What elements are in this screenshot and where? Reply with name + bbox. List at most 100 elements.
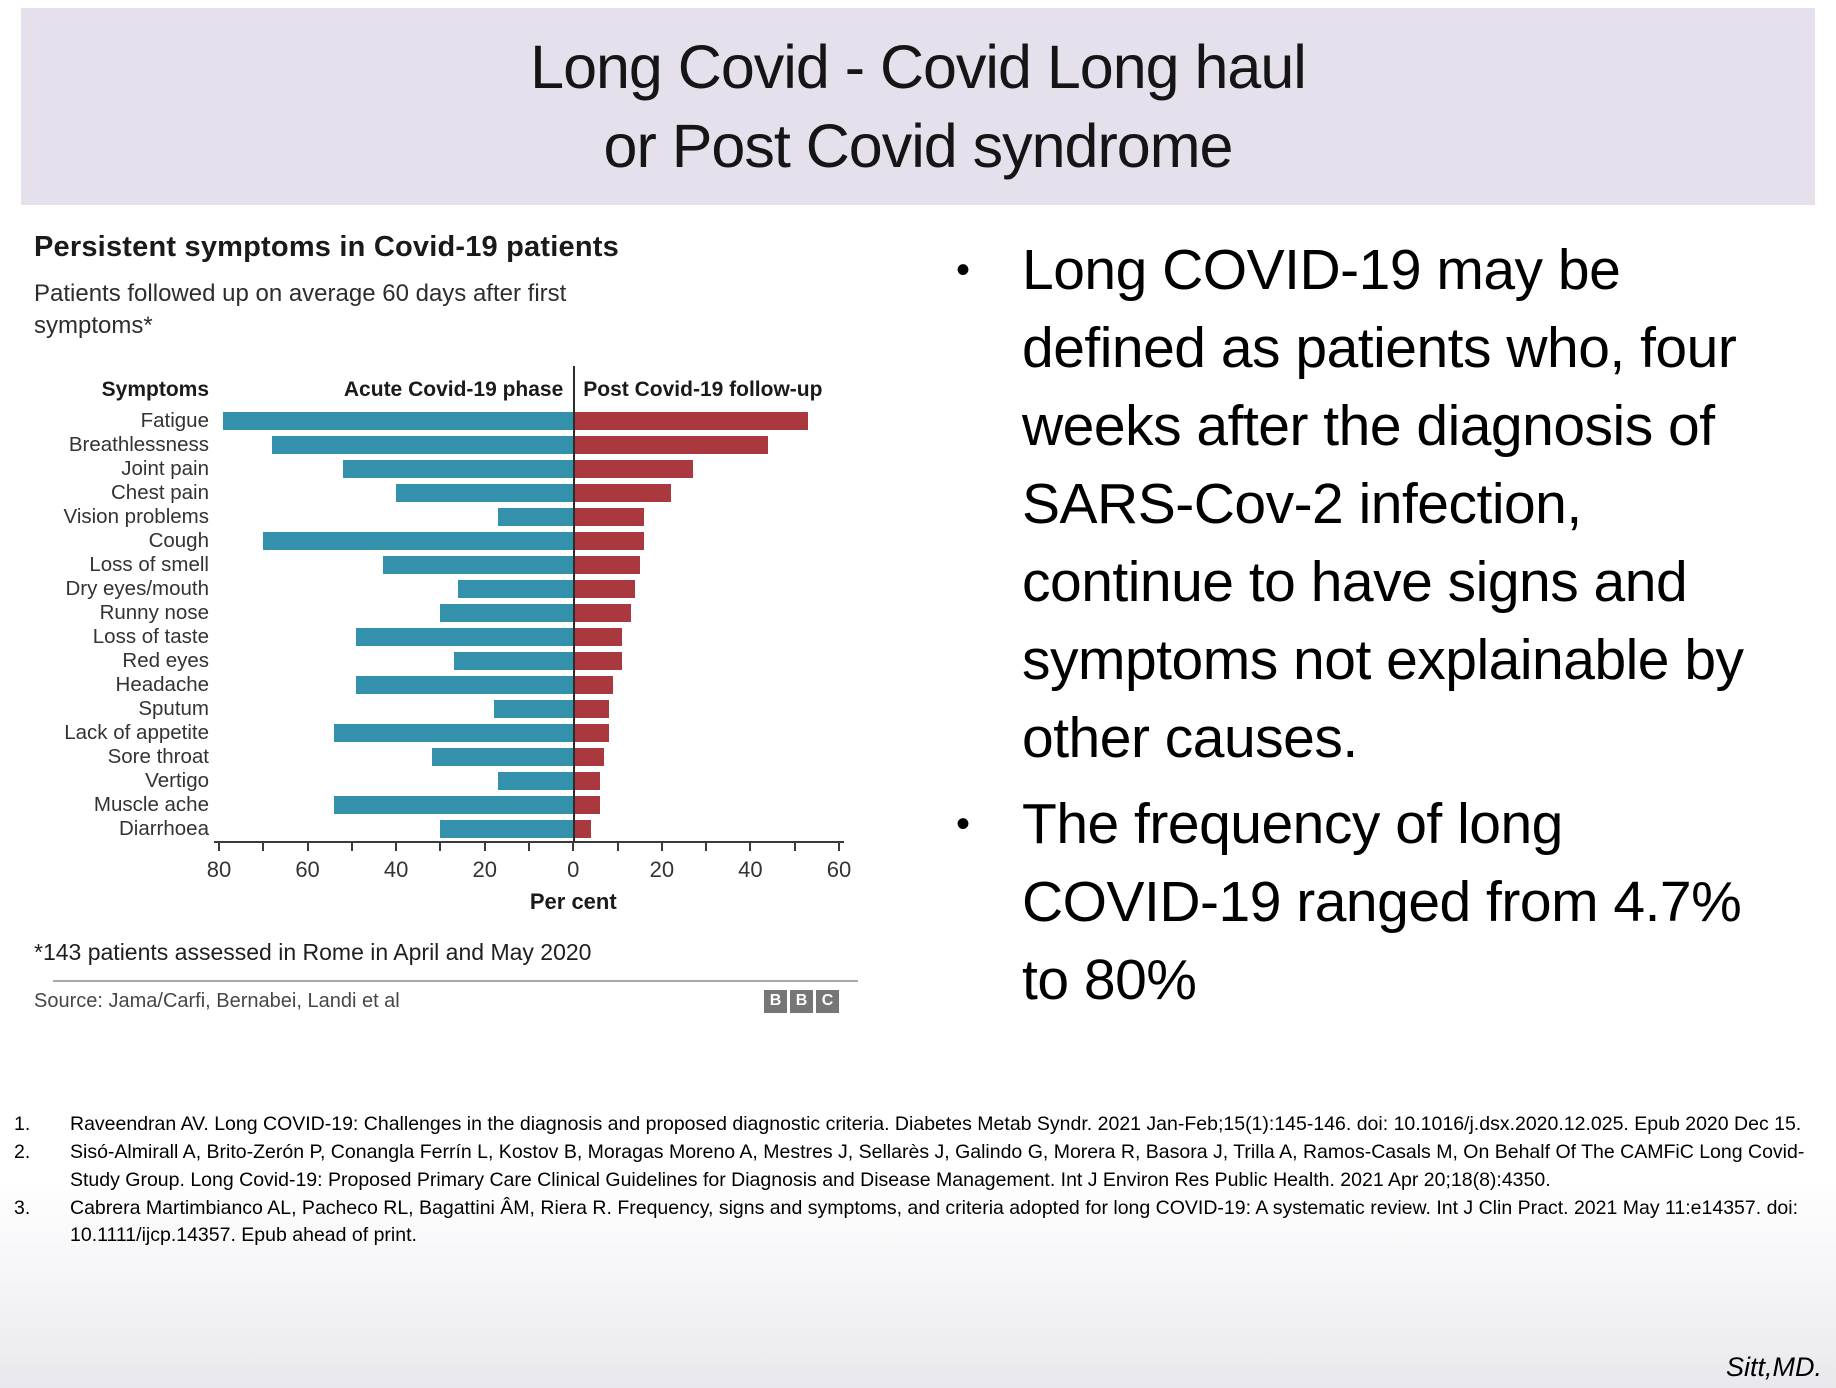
axis-tick-label: 80 [206,856,232,882]
chart-row: Chest pain [34,481,876,505]
axis-tick [395,842,398,851]
post-bar [573,819,591,838]
post-bar [573,723,609,742]
axis-tick-label: 40 [738,856,763,882]
chart-row: Loss of smell [34,553,876,577]
chart-row: Dry eyes/mouth [34,577,876,601]
chart-row: Muscle ache [34,793,876,817]
reference-text: Cabrera Martimbianco AL, Pacheco RL, Bag… [70,1196,1799,1247]
acute-bar [382,555,574,574]
symptom-label: Fatigue [140,408,209,432]
bar-track [219,793,839,817]
chart-row: Vision problems [34,505,876,529]
bar-track [219,673,839,697]
chart-source-row: Source: Jama/Carfi, Bernabei, Landi et a… [34,989,839,1013]
acute-bar [334,795,574,814]
acute-bar [498,771,574,790]
bullet-item: • The frequency of long COVID-19 ranged … [956,785,1761,1019]
axis-tick [439,842,442,851]
symptom-label: Headache [115,672,209,696]
symptom-label: Vision problems [63,504,209,528]
chart-row: Joint pain [34,457,876,481]
post-bar [573,675,614,694]
bullet-text: Long COVID-19 may be defined as patients… [1022,238,1744,770]
symptoms-column-header: Symptoms [101,377,209,401]
phase-column-headers: Acute Covid-19 phase Post Covid-19 follo… [219,372,839,402]
symptom-label: Diarrhoea [118,816,209,840]
post-bar [573,507,645,526]
slide-title-line1: Long Covid - Covid Long haul [530,33,1307,102]
symptom-label: Lack of appetite [64,720,209,744]
bar-track [219,769,839,793]
chart-rows: Fatigue Breathlessness Joint pain Chest pai… [34,409,876,841]
x-axis-line [214,840,844,843]
reference-item: 2. Sisó-Almirall A, Brito-Zerón P, Conang… [14,1139,1836,1194]
bullet-text: The frequency of long COVID-19 ranged fr… [1022,792,1742,1012]
axis-tick-label: 60 [826,856,852,882]
reference-item: 3. Cabrera Martimbianco AL, Pacheco RL, B… [14,1195,1836,1250]
chart-plot: Symptoms Acute Covid-19 phase Post Covid… [34,365,876,923]
axis-tick-label: 40 [383,856,409,882]
acute-bar [440,603,574,622]
axis-tick [838,842,840,851]
axis-tick [616,842,619,851]
slide-title-band: Long Covid - Covid Long haul or Post Cov… [21,8,1815,205]
reference-text: Raveendran AV. Long COVID-19: Challenges… [70,1113,1802,1135]
post-bar [573,411,808,430]
bar-track [219,529,839,553]
post-bar [573,747,605,766]
post-bar [573,627,622,646]
axis-tick [350,842,353,851]
post-bar [573,771,600,790]
chart-subtitle: Patients followed up on average 60 days … [34,280,567,339]
slide-title-line2: or Post Covid syndrome [603,111,1234,180]
author-signature: Sitt,MD. [1725,1352,1822,1382]
acute-bar [396,483,574,502]
chart-row: Runny nose [34,601,876,625]
post-bar [573,483,671,502]
chart-source: Source: Jama/Carfi, Bernabei, Landi et a… [34,989,400,1012]
acute-bar [356,627,574,646]
symptom-label: Sore throat [107,744,209,768]
zero-axis-line [573,365,576,841]
axis-tick-label: 60 [295,856,320,882]
symptom-label: Loss of taste [92,624,209,648]
reference-number: 2. [14,1141,31,1164]
acute-bar [458,579,574,598]
acute-bar [356,675,574,694]
main-content: Persistent symptoms in Covid-19 patients… [0,231,1836,1027]
acute-column-header: Acute Covid-19 phase [343,377,564,401]
post-column-header: Post Covid-19 follow-up [583,377,823,401]
post-bar [573,531,645,550]
acute-bar [263,531,574,550]
reference-number: 3. [14,1196,31,1219]
bullet-list: • Long COVID-19 may be defined as patient… [956,231,1761,1019]
post-bar [573,555,640,574]
acute-bar [440,819,574,838]
chart-row: Loss of taste [34,625,876,649]
chart-row: Fatigue [34,409,876,433]
chart-axis: Per cent 80 60 40 20 0 20 40 60 [207,840,851,923]
chart-footnote: *143 patients assessed in Rome in April … [34,938,592,965]
post-bar [573,579,636,598]
bullet-marker-icon: • [956,802,971,846]
bar-track [219,481,839,505]
chart-row: Sore throat [34,745,876,769]
bar-track [219,601,839,625]
bullet-item: • Long COVID-19 may be defined as patient… [956,231,1761,777]
bar-track [219,697,839,721]
chart-divider-rule [52,979,858,982]
acute-bar [498,507,574,526]
axis-tick [572,842,575,851]
acute-bar [223,411,574,430]
symptom-label: Chest pain [110,480,209,504]
bar-track [219,649,839,673]
bar-track [219,577,839,601]
post-bar [573,699,609,718]
axis-tick [749,842,752,851]
symptom-label: Vertigo [145,768,209,792]
chart-title: Persistent symptoms in Covid-19 patients [34,231,619,263]
reference-list: 1. Raveendran AV. Long COVID-19: Challeng… [0,1111,1836,1249]
symptom-label: Loss of smell [89,552,209,576]
